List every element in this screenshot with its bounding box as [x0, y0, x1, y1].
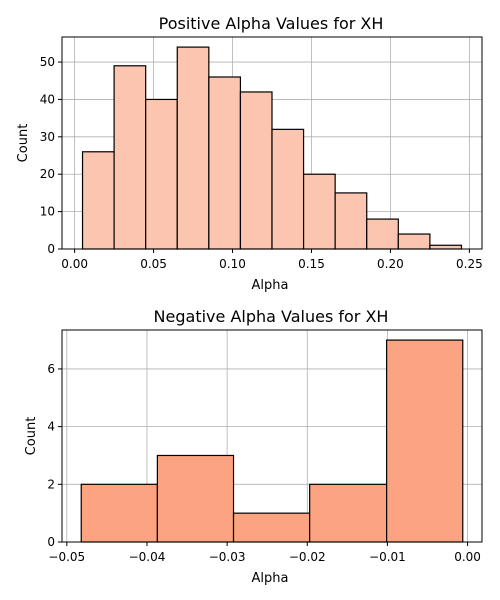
histogram-bar	[429, 244, 463, 250]
histogram-bar	[302, 173, 336, 250]
y-tick-label: 4	[47, 420, 55, 434]
histogram-bar	[386, 339, 464, 543]
histogram-bar	[208, 76, 242, 250]
y-tick-label: 20	[40, 167, 55, 181]
histogram-bar	[145, 98, 178, 250]
y-tick-label: 2	[47, 477, 55, 491]
x-tick-label: 0.10	[219, 257, 246, 271]
y-tick-label: 30	[40, 130, 55, 144]
histogram-bar	[232, 512, 311, 543]
histogram-bar	[366, 218, 399, 250]
histogram-bar	[113, 65, 147, 250]
x-tick-label: 0.20	[377, 257, 404, 271]
x-axis-label: Alpha	[252, 278, 289, 293]
histogram-bar	[81, 151, 115, 250]
y-tick-label: 10	[40, 205, 55, 219]
y-tick-label: 0	[47, 535, 55, 549]
y-axis-label: Count	[16, 124, 31, 163]
positive-alpha-histogram: Positive Alpha Values for XH Alpha Count…	[16, 14, 483, 293]
x-tick-label: −0.04	[129, 550, 166, 564]
histogram-bar	[239, 91, 273, 250]
x-tick-label: 0.15	[298, 257, 325, 271]
x-tick-label: −0.03	[209, 550, 246, 564]
chart-title: Positive Alpha Values for XH	[159, 14, 384, 33]
y-tick-label: 0	[47, 242, 55, 256]
histogram-bar	[80, 483, 158, 543]
y-tick-label: 50	[40, 55, 55, 69]
negative-alpha-histogram: Negative Alpha Values for XH Alpha Count…	[24, 307, 483, 586]
y-tick-label: 6	[47, 362, 55, 376]
x-tick-label: 0.00	[61, 257, 88, 271]
axes-frame	[61, 329, 483, 543]
x-tick-label: 0.00	[454, 550, 481, 564]
bars	[81, 46, 463, 250]
histogram-bar	[156, 454, 235, 543]
x-tick-label: −0.02	[289, 550, 326, 564]
histogram-bar	[397, 233, 431, 250]
y-tick-label: 40	[40, 92, 55, 106]
x-tick-label: −0.05	[48, 550, 85, 564]
histogram-bar	[271, 128, 305, 250]
histogram-bar	[334, 192, 368, 250]
histogram-bar	[176, 46, 210, 250]
y-axis-label: Count	[24, 417, 39, 456]
x-tick-label: 0.05	[140, 257, 167, 271]
axes-frame	[61, 36, 483, 250]
x-axis-label: Alpha	[252, 571, 289, 586]
chart-title: Negative Alpha Values for XH	[154, 307, 389, 326]
x-tick-label: 0.25	[456, 257, 483, 271]
histogram-bar	[309, 483, 388, 543]
x-tick-label: −0.01	[369, 550, 406, 564]
